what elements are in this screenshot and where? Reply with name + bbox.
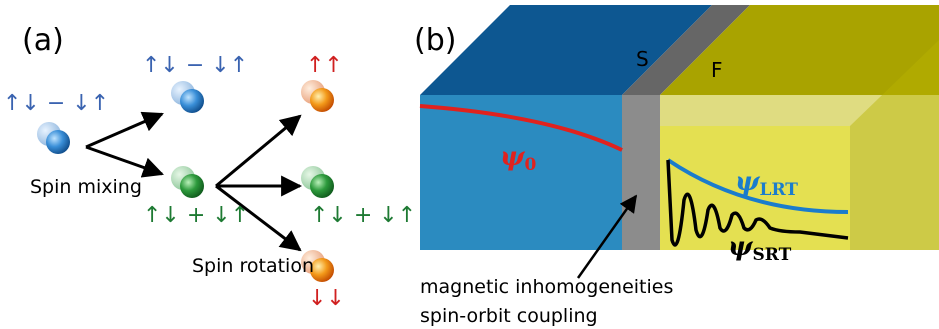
caption: Spin mixing bbox=[30, 176, 142, 198]
spin-label: ↑↓ + ↓↑ bbox=[310, 203, 416, 228]
layer-label: F bbox=[711, 58, 723, 82]
panel-label: (a) bbox=[22, 23, 64, 58]
note: magnetic inhomogeneities bbox=[420, 276, 673, 298]
spin-label: ↑↓ − ↓↑ bbox=[142, 53, 248, 78]
spin-label: ↑↑ bbox=[306, 53, 343, 78]
note: spin-orbit coupling bbox=[420, 305, 598, 327]
figure: (a) ↑↓ − ↓↑ ↑↓ − ↓↑ ↑↓ + ↓↑ Spin mixing … bbox=[0, 0, 939, 329]
spin-label: ↑↓ + ↓↑ bbox=[143, 203, 249, 228]
panel-label: (b) bbox=[414, 23, 456, 58]
junction bbox=[420, 5, 939, 250]
layer-label: S bbox=[636, 47, 649, 71]
spin-label: ↑↓ − ↓↑ bbox=[3, 91, 109, 116]
caption: Spin rotation bbox=[192, 255, 314, 277]
spin-label: ↓↓ bbox=[308, 286, 345, 311]
